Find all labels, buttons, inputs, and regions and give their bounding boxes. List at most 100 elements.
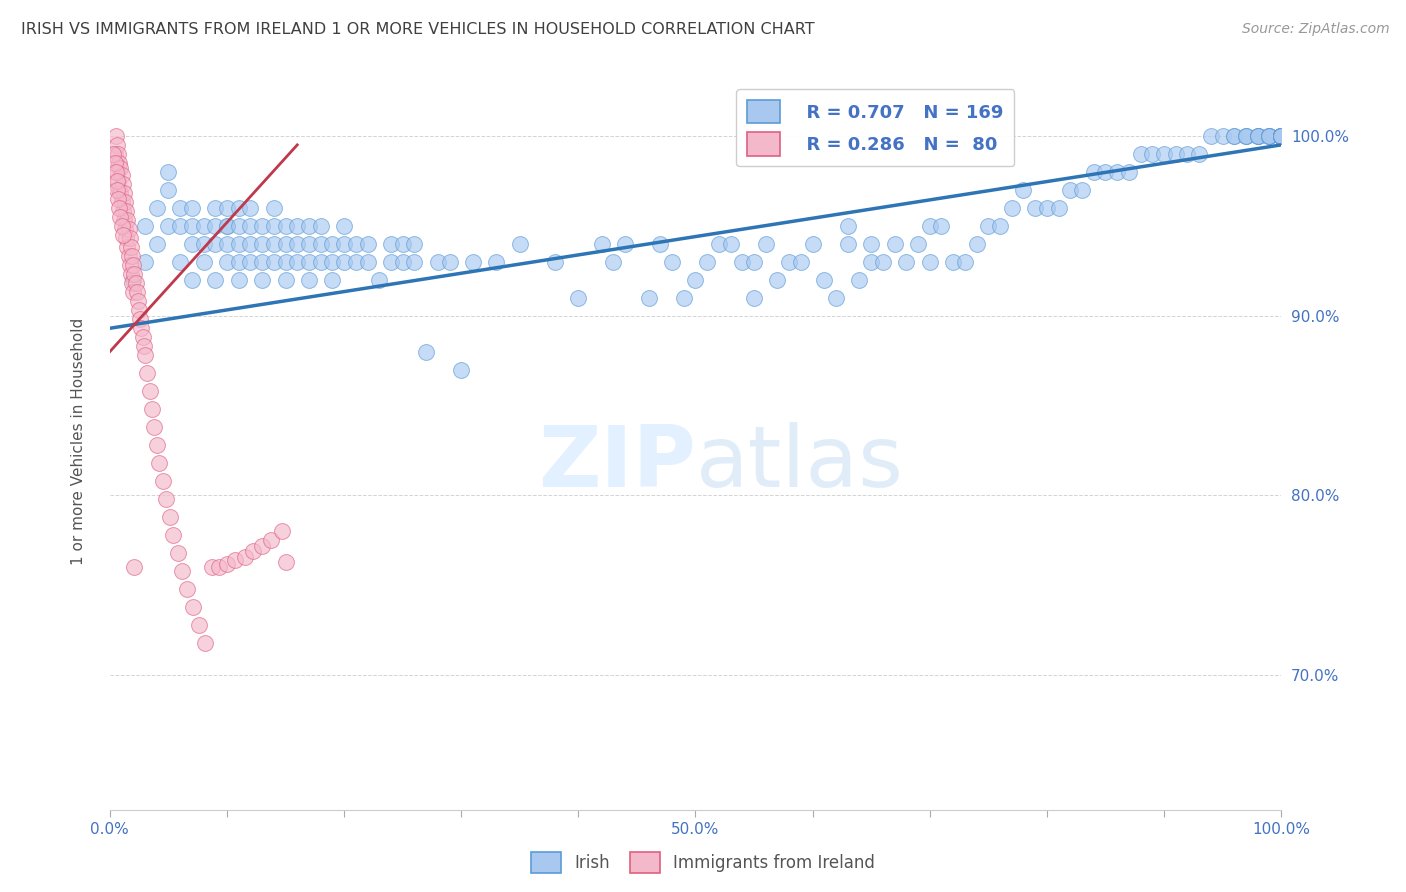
Point [1247,128,1270,143]
Point [263,254,285,268]
Point [1234,128,1257,143]
Point [1001,201,1024,215]
Point [162,528,184,542]
Point [544,254,567,268]
Point [1270,128,1292,143]
Point [110,186,132,201]
Point [180,219,202,233]
Text: Source: ZipAtlas.com: Source: ZipAtlas.com [1241,22,1389,37]
Point [860,254,883,268]
Point [233,549,256,564]
Point [111,178,134,192]
Point [321,236,343,251]
Point [204,219,226,233]
Point [120,268,142,282]
Point [825,291,848,305]
Point [1036,201,1059,215]
Point [298,219,321,233]
Point [461,254,484,268]
Point [321,273,343,287]
Point [134,348,156,362]
Point [239,201,262,215]
Point [157,219,180,233]
Point [1012,183,1035,197]
Point [159,510,181,524]
Point [169,254,191,268]
Point [127,294,149,309]
Point [860,236,883,251]
Point [124,268,146,282]
Point [250,219,273,233]
Point [1199,128,1222,143]
Point [180,236,202,251]
Point [977,219,1000,233]
Point [134,254,156,268]
Point [1270,128,1292,143]
Legend: Irish, Immigrants from Ireland: Irish, Immigrants from Ireland [524,846,882,880]
Point [344,254,367,268]
Point [172,564,194,578]
Point [1270,128,1292,143]
Point [152,474,174,488]
Point [125,285,148,300]
Point [1270,128,1292,143]
Point [250,236,273,251]
Point [239,219,262,233]
Text: ZIP: ZIP [537,422,696,505]
Point [1247,128,1270,143]
Point [356,254,378,268]
Point [813,273,835,287]
Point [271,524,294,539]
Point [1129,147,1152,161]
Point [110,161,132,176]
Point [208,560,231,574]
Point [250,539,273,553]
Point [1247,128,1270,143]
Point [661,254,683,268]
Point [766,273,789,287]
Point [136,366,159,380]
Point [121,277,143,291]
Point [391,236,413,251]
Point [1223,128,1246,143]
Point [1258,128,1281,143]
Point [1059,183,1081,197]
Point [1107,165,1129,179]
Point [274,273,297,287]
Point [103,147,125,161]
Point [204,273,226,287]
Point [104,128,127,143]
Point [637,291,659,305]
Point [1270,128,1292,143]
Point [907,236,929,251]
Point [1270,128,1292,143]
Point [260,533,283,548]
Point [228,254,250,268]
Point [108,156,131,170]
Point [896,254,918,268]
Point [415,344,437,359]
Point [1247,128,1270,143]
Point [883,236,905,251]
Point [121,249,143,263]
Point [128,303,150,318]
Point [1270,128,1292,143]
Point [602,254,624,268]
Point [263,219,285,233]
Point [114,222,136,236]
Point [439,254,461,268]
Point [104,156,127,170]
Point [731,254,754,268]
Point [1118,165,1140,179]
Point [242,544,264,558]
Point [426,254,449,268]
Point [285,254,308,268]
Point [187,618,209,632]
Point [309,254,332,268]
Point [115,231,138,245]
Point [333,254,356,268]
Point [720,236,742,251]
Point [1153,147,1175,161]
Point [129,312,152,326]
Point [118,231,141,245]
